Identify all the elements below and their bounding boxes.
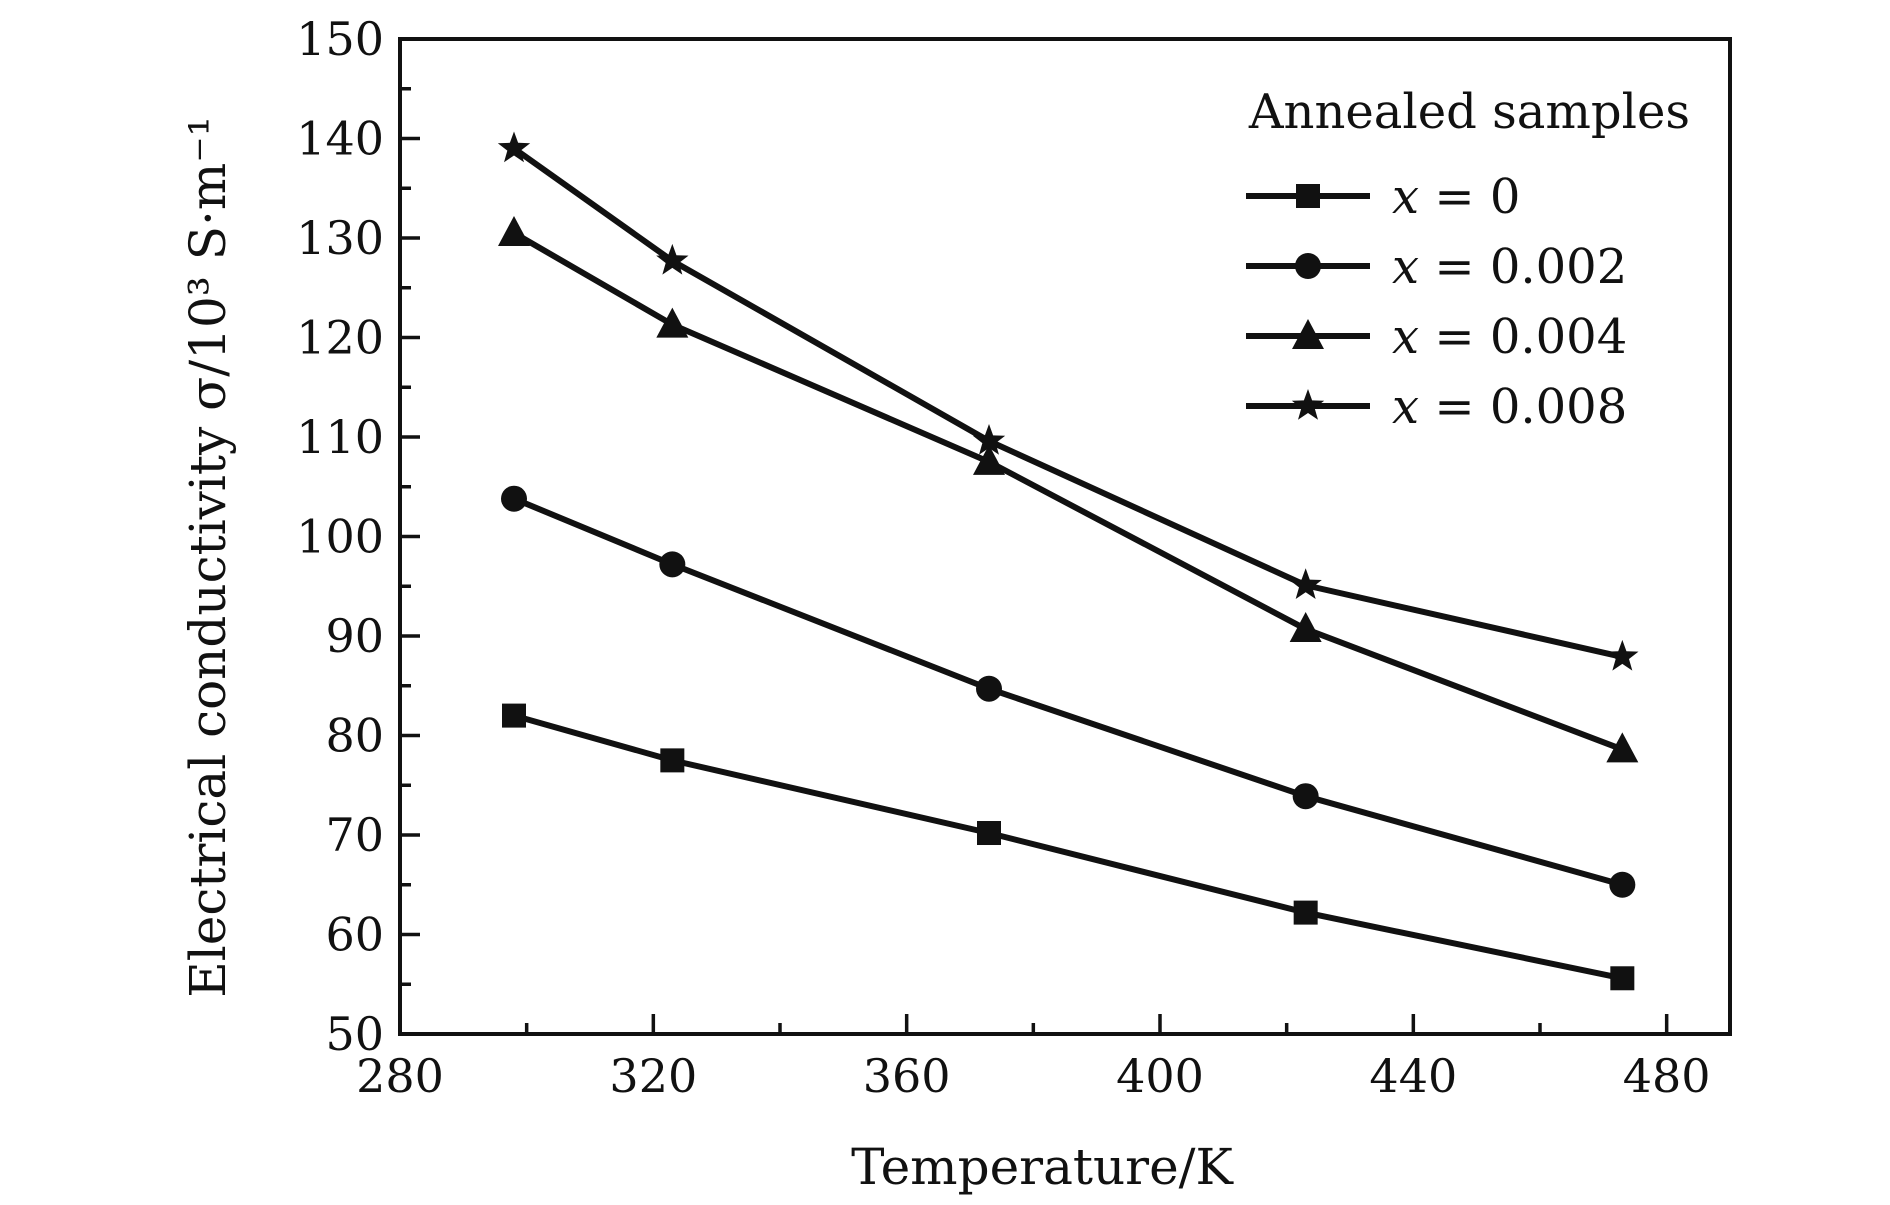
legend-label-var: x (1392, 309, 1419, 365)
data-point-triangle (1606, 732, 1639, 763)
legend-label-value: = 0.004 (1419, 309, 1627, 365)
y-tick-label: 120 (296, 311, 384, 365)
x-tick-label: 440 (1369, 1049, 1457, 1103)
legend-title: Annealed samples (1248, 84, 1690, 140)
axis-ticks (398, 37, 1669, 1036)
legend-label: x = 0 (1392, 169, 1520, 225)
data-point-star (1606, 639, 1639, 671)
data-point-triangle (498, 216, 530, 247)
data-point-square (660, 748, 685, 773)
series-markers (497, 131, 1639, 991)
data-point-triangle (1289, 612, 1322, 643)
y-tick-label: 130 (296, 211, 384, 265)
legend-label-value: = 0 (1419, 169, 1520, 225)
data-point-circle (1292, 783, 1319, 810)
x-tick-labels: 280 320 360 400 440 480 (356, 1049, 1710, 1103)
legend-marker-square (1296, 184, 1320, 208)
x-axis-title: Temperature/K (851, 1138, 1234, 1196)
x-tick-label: 400 (1116, 1049, 1204, 1103)
legend-label: x = 0.002 (1392, 239, 1627, 295)
data-point-star (1289, 568, 1322, 600)
legend-label-var: x (1392, 239, 1419, 295)
legend-label-var: x (1392, 169, 1419, 225)
data-point-circle (501, 485, 527, 512)
x-tick-label: 280 (356, 1049, 444, 1103)
y-tick-label: 150 (296, 12, 384, 66)
legend-label: x = 0.008 (1392, 379, 1627, 435)
x-tick-label: 480 (1623, 1049, 1711, 1103)
legend-marker-circle (1295, 253, 1321, 279)
data-point-circle (659, 551, 686, 578)
data-point-square (502, 703, 526, 728)
y-tick-label: 80 (325, 709, 384, 763)
data-point-circle (1609, 871, 1636, 898)
y-tick-label: 140 (296, 112, 384, 166)
legend-label-value: = 0.008 (1419, 379, 1627, 435)
data-point-star (497, 131, 531, 163)
x-tick-label: 320 (609, 1049, 697, 1103)
data-point-triangle (656, 307, 689, 338)
legend-marker-triangle (1292, 319, 1324, 349)
y-tick-label: 60 (325, 908, 384, 962)
y-tick-labels: 50 60 70 80 90 100 110 120 130 140 150 (296, 12, 384, 1061)
y-tick-label: 110 (296, 410, 384, 464)
y-tick-label: 90 (325, 609, 384, 663)
data-point-star (972, 423, 1006, 455)
legend-label-value: = 0.002 (1419, 239, 1627, 295)
y-tick-label: 100 (296, 510, 384, 564)
y-axis-title: Electrical conductivity σ/10³ S·m⁻¹ (179, 116, 237, 997)
legend-label-var: x (1392, 379, 1419, 435)
x-tick-label: 360 (863, 1049, 951, 1103)
data-point-triangle (973, 444, 1005, 475)
y-tick-label: 50 (325, 1007, 384, 1061)
data-point-square (977, 821, 1001, 846)
legend-label: x = 0.004 (1392, 309, 1627, 365)
legend-marker-star (1291, 389, 1325, 420)
data-point-circle (976, 675, 1002, 702)
y-tick-label: 70 (325, 808, 384, 862)
data-point-square (1610, 966, 1635, 991)
data-point-square (1293, 900, 1318, 925)
data-point-star (656, 243, 689, 275)
